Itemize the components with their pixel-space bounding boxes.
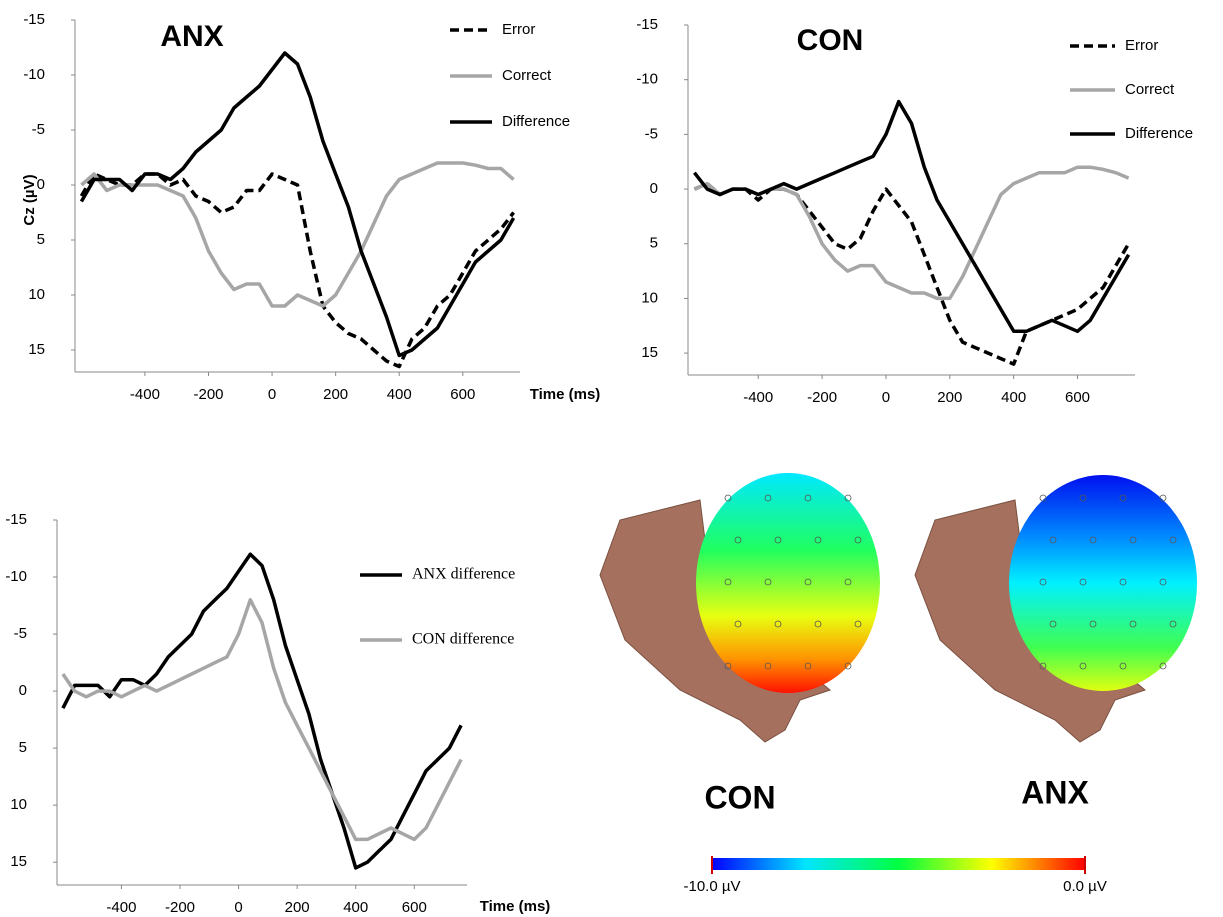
x-tick-label: 400 [343, 899, 368, 916]
series-line [694, 102, 1128, 332]
y-tick-label: -5 [14, 625, 27, 642]
legend-label: Difference [1125, 125, 1193, 142]
colorbar [712, 858, 1085, 870]
legend-label: Correct [1125, 81, 1175, 98]
legend-label: Difference [502, 113, 570, 130]
figure: -15 -10 -5 0 5 10 15 -400 -200 0 200 400 600 ANX Cz (µ… [0, 0, 1223, 917]
y-tick-label: -15 [23, 11, 45, 28]
x-tick-label: 0 [882, 389, 890, 406]
y-tick-label: 5 [650, 235, 658, 252]
x-tick-label: -200 [165, 899, 195, 916]
legend-label: Error [502, 21, 535, 38]
chart-title: ANX [160, 20, 223, 53]
chart: -15 -10 -5 0 5 10 15 -400 -200 0 200 400 600 Time (ms… [5, 511, 550, 916]
y-tick-label: 5 [37, 231, 45, 248]
topomap-label: CON [704, 779, 775, 815]
y-tick-label: 15 [10, 853, 27, 870]
legend-label: Correct [502, 67, 552, 84]
x-tick-label: -200 [193, 386, 223, 403]
series-line [694, 184, 1128, 365]
x-tick-label: 600 [1065, 389, 1090, 406]
x-tick-label: -400 [130, 386, 160, 403]
y-axis-label: Cz (µV) [21, 174, 38, 225]
series-line [694, 167, 1128, 298]
x-tick-label: 200 [937, 389, 962, 406]
x-tick-label: 400 [387, 386, 412, 403]
series-line [81, 174, 513, 367]
x-tick-label: 0 [268, 386, 276, 403]
legend-label: ANX difference [412, 566, 515, 583]
x-axis-label: Time (ms) [530, 386, 601, 403]
y-tick-label: -15 [636, 16, 658, 33]
x-tick-label: 600 [402, 899, 427, 916]
chart: -15 -10 -5 0 5 10 15 -400 -200 0 200 400 600 CON Error… [636, 16, 1193, 406]
topomap-con [600, 473, 880, 742]
x-axis-label: Time (ms) [480, 898, 551, 915]
legend-label: CON difference [412, 631, 514, 648]
y-tick-label: -5 [645, 125, 658, 142]
colorbar-label: 0.0 µV [1063, 878, 1107, 895]
topomap-anx [915, 475, 1197, 742]
y-tick-label: 0 [650, 180, 658, 197]
y-tick-label: -10 [23, 66, 45, 83]
series-line [81, 53, 513, 356]
y-tick-label: 15 [28, 341, 45, 358]
y-tick-label: 15 [641, 344, 658, 361]
legend-label: Error [1125, 37, 1158, 54]
x-tick-label: -200 [807, 389, 837, 406]
x-tick-label: -400 [743, 389, 773, 406]
y-tick-label: 10 [641, 289, 658, 306]
x-tick-label: 200 [285, 899, 310, 916]
y-tick-label: 10 [28, 286, 45, 303]
y-tick-label: 5 [19, 739, 27, 756]
chart-title: CON [797, 24, 864, 57]
y-tick-label: 0 [19, 682, 27, 699]
x-tick-label: 600 [450, 386, 475, 403]
y-tick-label: -10 [5, 568, 27, 585]
topomap-label: ANX [1021, 774, 1089, 810]
x-tick-label: 0 [234, 899, 242, 916]
y-tick-label: 10 [10, 796, 27, 813]
series-line [63, 554, 461, 868]
x-tick-label: 200 [323, 386, 348, 403]
y-tick-label: -10 [636, 71, 658, 88]
x-tick-label: 400 [1001, 389, 1026, 406]
x-tick-label: -400 [106, 899, 136, 916]
y-tick-label: -5 [32, 121, 45, 138]
series-line [63, 600, 461, 840]
colorbar-label: -10.0 µV [683, 878, 740, 895]
y-tick-label: -15 [5, 511, 27, 528]
